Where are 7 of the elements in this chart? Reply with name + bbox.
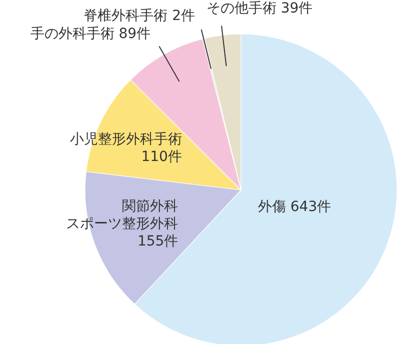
slice-label: 手の外科手術 89件: [30, 26, 151, 42]
slice-label: 外傷 643件: [258, 198, 332, 215]
data-label: 155件: [137, 233, 178, 250]
data-label: 110件: [141, 148, 182, 165]
slice-label: 関節外科スポーツ整形外科: [66, 198, 178, 232]
slice-label: 脊椎外科手術 2件: [84, 8, 196, 24]
slice-label: その他手術 39件: [206, 0, 313, 16]
